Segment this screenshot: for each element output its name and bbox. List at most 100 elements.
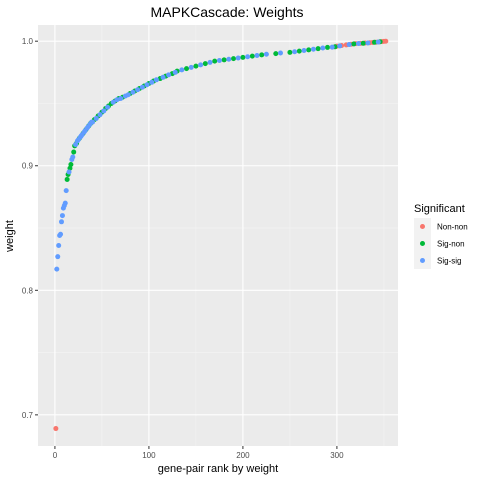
data-point xyxy=(73,142,79,148)
legend-marker xyxy=(420,258,425,263)
series-sig-sig xyxy=(54,39,381,272)
data-point xyxy=(97,112,103,118)
data-point xyxy=(179,67,185,73)
data-point xyxy=(337,43,343,49)
data-point xyxy=(351,41,357,47)
data-point xyxy=(240,54,246,60)
data-point xyxy=(160,74,166,80)
data-point xyxy=(153,77,159,83)
data-point xyxy=(306,47,312,53)
x-axis-title: gene-pair rank by weight xyxy=(158,463,278,475)
data-point xyxy=(292,49,298,55)
legend-label: Non-non xyxy=(437,223,468,232)
data-point xyxy=(231,56,237,62)
data-point xyxy=(105,104,111,110)
y-tick-label: 0.9 xyxy=(22,162,34,171)
legend-title: Significant xyxy=(414,203,465,215)
data-point xyxy=(135,87,141,93)
x-tick-label: 100 xyxy=(142,451,156,460)
legend-marker xyxy=(420,224,425,229)
legend-items: Non-non Sig-non Sig-sig xyxy=(414,218,468,269)
data-point xyxy=(118,95,124,101)
data-point xyxy=(56,242,62,248)
data-point xyxy=(296,48,302,54)
data-point xyxy=(64,176,70,182)
data-point xyxy=(62,200,68,206)
data-point xyxy=(372,39,377,45)
y-tick-label: 0.8 xyxy=(22,286,34,295)
data-point xyxy=(54,266,60,272)
data-point xyxy=(172,69,178,75)
data-point xyxy=(166,72,172,78)
chart-title: MAPKCascade: Weights xyxy=(150,4,303,20)
data-point xyxy=(71,149,77,155)
data-point xyxy=(55,254,61,260)
y-tick-label: 1.0 xyxy=(22,37,34,46)
data-point xyxy=(144,82,150,88)
data-point xyxy=(58,231,64,237)
data-point xyxy=(110,99,116,105)
plot-panel xyxy=(38,25,398,446)
y-axis-title: weight xyxy=(4,220,16,253)
data-point xyxy=(68,162,74,167)
data-point xyxy=(202,61,208,67)
data-point xyxy=(263,51,269,57)
data-point xyxy=(383,38,389,44)
data-point xyxy=(184,66,190,72)
y-tick-label: 0.7 xyxy=(22,411,34,420)
data-point xyxy=(66,169,72,175)
legend: Significant Non-non Sig-non Sig-sig xyxy=(414,203,468,269)
data-point xyxy=(207,59,213,65)
data-point xyxy=(63,188,69,194)
data-point xyxy=(249,53,255,59)
data-point xyxy=(101,108,107,114)
grid-lines xyxy=(38,25,398,446)
data-point xyxy=(360,40,366,46)
data-point xyxy=(301,48,307,54)
data-point xyxy=(212,58,218,64)
data-point xyxy=(254,53,260,59)
data-point xyxy=(346,42,352,48)
data-point xyxy=(259,52,265,58)
data-point xyxy=(226,56,232,62)
x-tick-label: 300 xyxy=(330,451,344,460)
data-point xyxy=(287,49,293,55)
x-tick-label: 0 xyxy=(53,451,58,460)
legend-label: Sig-non xyxy=(437,240,465,249)
data-point xyxy=(356,41,362,47)
data-point xyxy=(320,45,326,51)
data-point xyxy=(93,115,99,121)
data-point xyxy=(139,84,145,90)
data-point xyxy=(278,50,284,56)
data-point xyxy=(53,426,59,432)
data-point xyxy=(273,51,279,57)
data-point xyxy=(221,57,227,63)
data-point xyxy=(310,46,316,52)
data-point xyxy=(193,63,199,69)
data-point xyxy=(67,165,73,171)
legend-label: Sig-sig xyxy=(437,257,461,266)
data-point xyxy=(59,213,65,219)
data-point xyxy=(59,219,64,225)
legend-marker xyxy=(420,241,425,246)
data-point xyxy=(315,46,321,52)
data-point xyxy=(375,39,381,45)
data-points xyxy=(53,38,389,432)
data-point xyxy=(114,97,120,103)
data-point xyxy=(325,44,330,50)
data-point xyxy=(235,55,241,61)
data-point xyxy=(130,89,136,95)
data-point xyxy=(329,44,335,50)
data-point xyxy=(149,79,155,85)
y-axis-ticks: 0.7 0.8 0.9 1.0 xyxy=(22,37,38,420)
data-point xyxy=(125,92,131,98)
data-point xyxy=(90,119,96,125)
data-point xyxy=(216,58,222,63)
data-point xyxy=(188,64,194,70)
x-tick-label: 200 xyxy=(236,451,250,460)
data-point xyxy=(245,54,251,60)
x-axis-ticks: 0 100 200 300 xyxy=(53,446,344,460)
data-point xyxy=(365,40,371,46)
data-point xyxy=(198,62,204,68)
